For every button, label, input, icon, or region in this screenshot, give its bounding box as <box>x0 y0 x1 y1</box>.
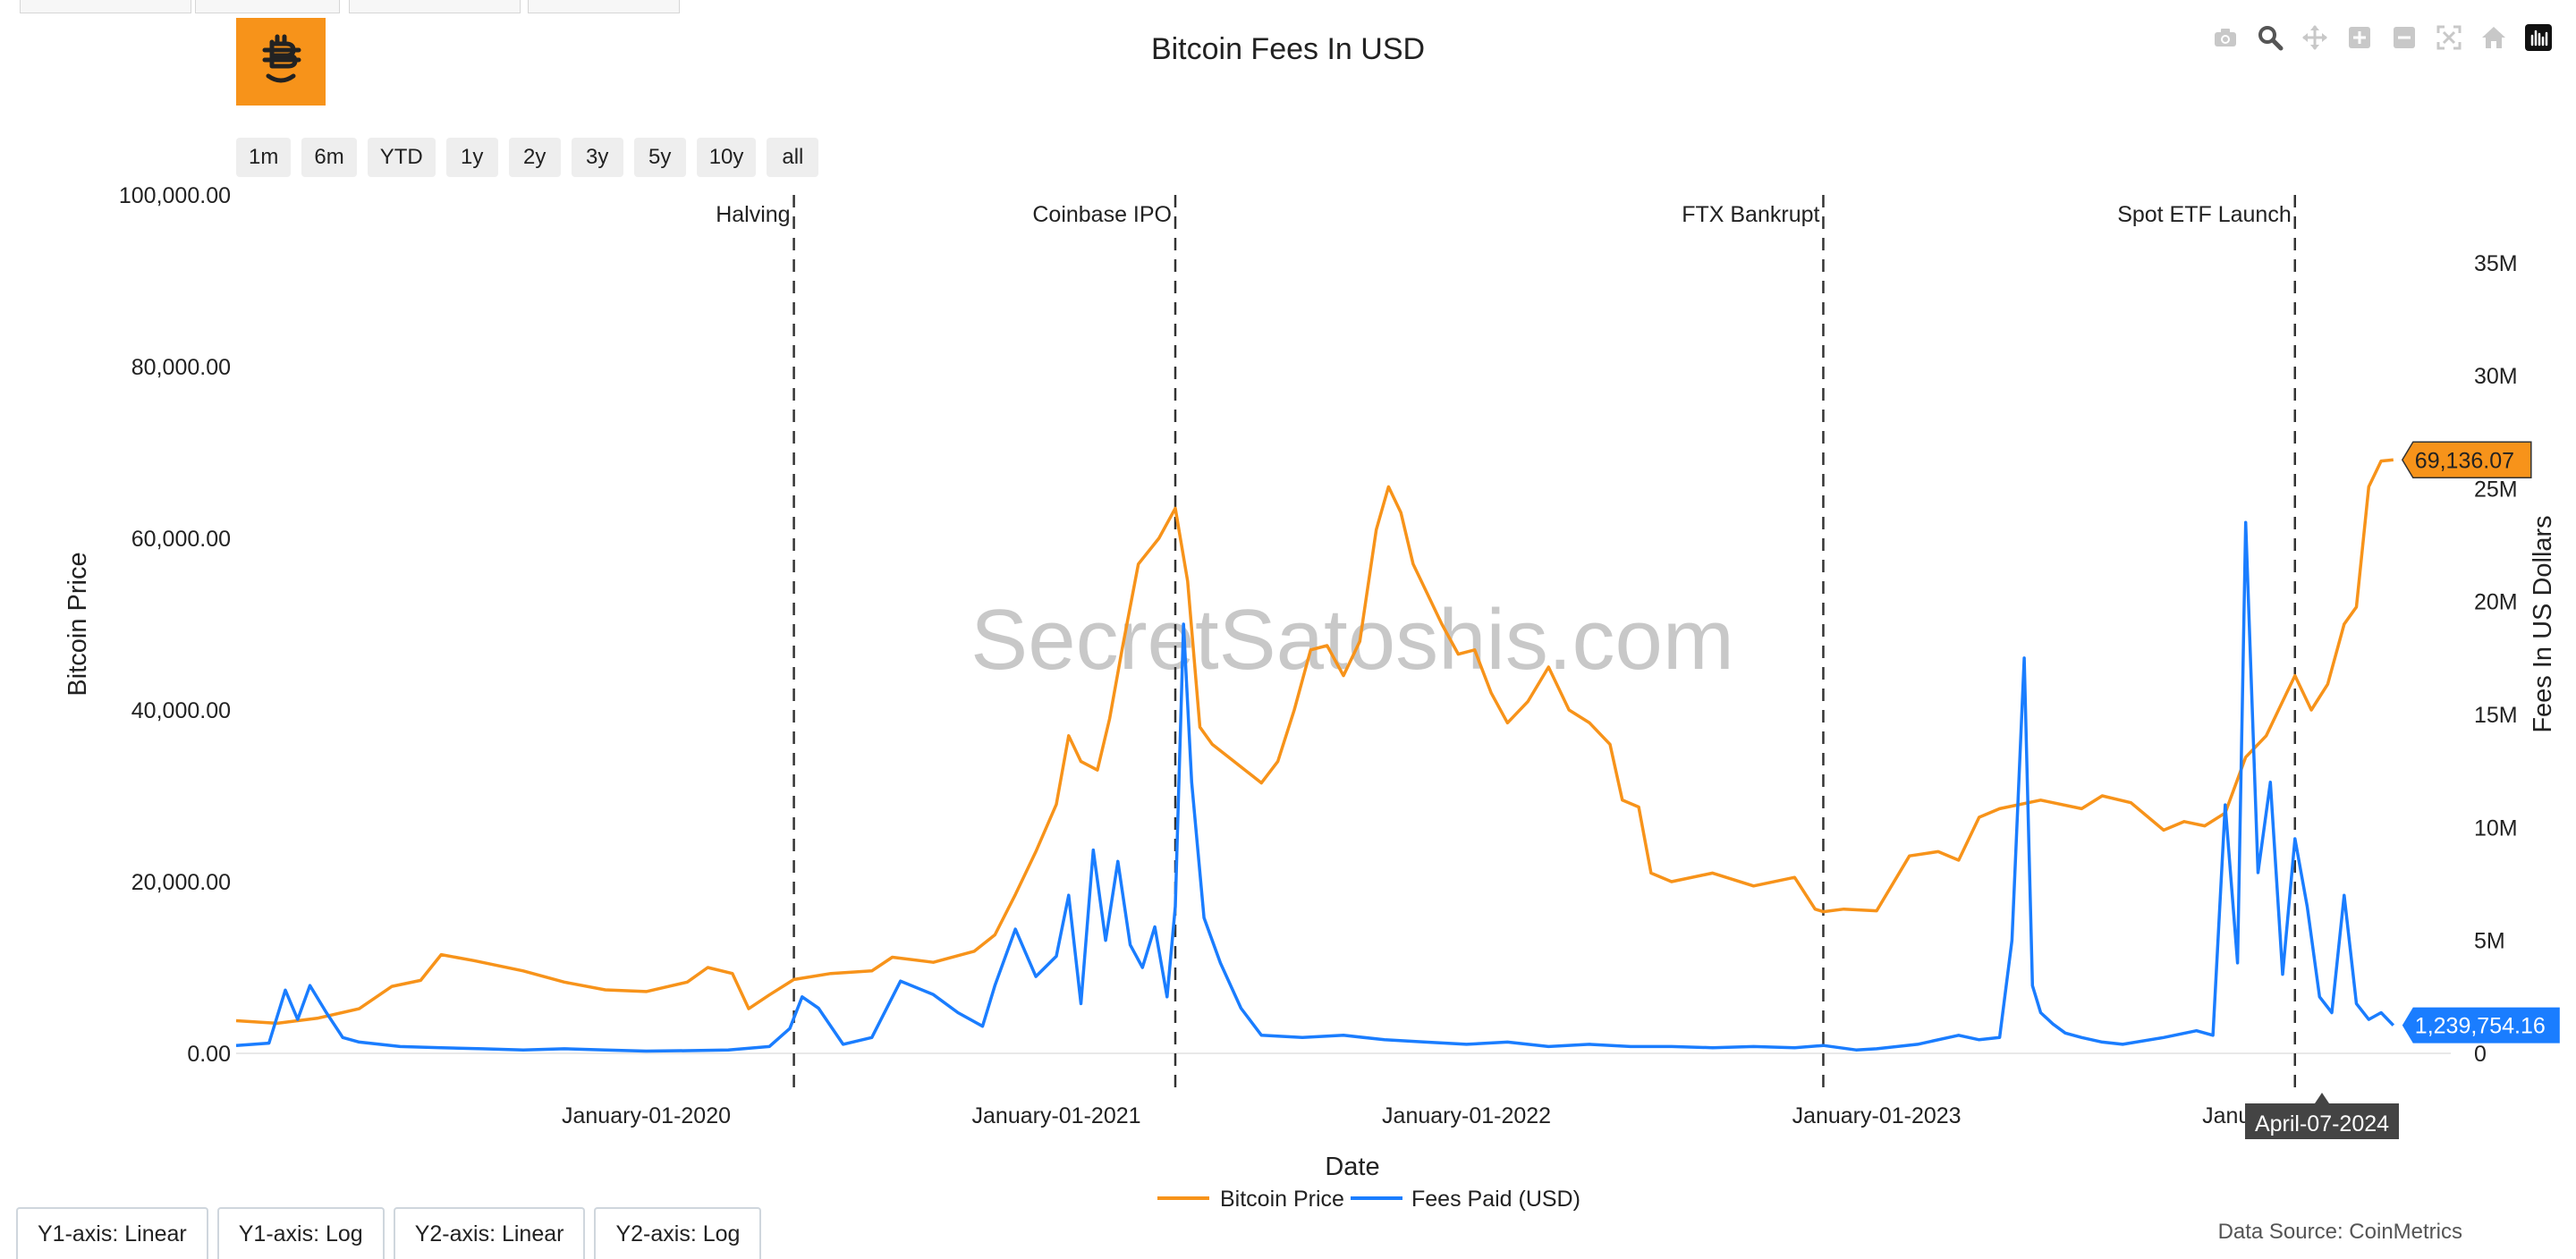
zoom-in-icon[interactable] <box>2343 21 2376 54</box>
axis-scale-buttons: Y1-axis: Linear Y1-axis: Log Y2-axis: Li… <box>16 1207 762 1259</box>
range-button-all[interactable]: all <box>767 138 819 177</box>
x-tick-label: January-01-2021 <box>972 1103 1141 1128</box>
top-tab[interactable] <box>528 0 680 13</box>
camera-icon[interactable] <box>2209 21 2241 54</box>
hover-date-label: April-07-2024 <box>2255 1111 2389 1136</box>
y1-tick-label: 80,000.00 <box>131 355 231 380</box>
y2-tick-label: 35M <box>2474 251 2518 276</box>
legend-label-price: Bitcoin Price <box>1220 1187 1344 1212</box>
y1-log-button[interactable]: Y1-axis: Log <box>216 1207 385 1259</box>
event-label: Halving <box>716 202 790 227</box>
x-tick-label: January-01-2023 <box>1792 1103 1962 1128</box>
y2-tick-label: 10M <box>2474 815 2518 841</box>
y2-tick-label: 25M <box>2474 477 2518 502</box>
x-tick-label: January-01-2022 <box>1382 1103 1551 1128</box>
y2-axis-title: Fees In US Dollars <box>2529 515 2557 732</box>
x-axis-title: Date <box>1325 1153 1379 1181</box>
event-label: Spot ETF Launch <box>2117 202 2292 227</box>
y2-tick-label: 15M <box>2474 703 2518 728</box>
bitcoin-price-line[interactable] <box>235 458 2394 1026</box>
event-label: Coinbase IPO <box>1032 202 1172 227</box>
price-value-badge <box>2401 441 2532 479</box>
y2-tick-label: 0 <box>2474 1042 2487 1067</box>
range-button-10y[interactable]: 10y <box>696 138 757 177</box>
top-tab[interactable] <box>195 0 340 13</box>
range-button-1m[interactable]: 1m <box>236 138 292 177</box>
y2-linear-button[interactable]: Y2-axis: Linear <box>393 1207 586 1259</box>
zoom-icon[interactable] <box>2254 21 2286 54</box>
y2-tick-label: 5M <box>2474 929 2505 954</box>
range-button-2y[interactable]: 2y <box>508 138 561 177</box>
legend-label-fees: Fees Paid (USD) <box>1411 1187 1580 1212</box>
range-button-3y[interactable]: 3y <box>571 138 623 177</box>
event-label: FTX Bankrupt <box>1682 202 1819 227</box>
range-button-ytd[interactable]: YTD <box>367 138 436 177</box>
y2-tick-label: 30M <box>2474 364 2518 389</box>
y1-tick-label: 20,000.00 <box>131 870 231 895</box>
plotly-logo-icon[interactable] <box>2522 21 2555 54</box>
pan-icon[interactable] <box>2299 21 2331 54</box>
chart-toolbar <box>2209 21 2555 54</box>
home-icon[interactable] <box>2478 21 2510 54</box>
top-tab[interactable] <box>20 0 191 13</box>
watermark: SecretSatoshis.com <box>970 592 1734 688</box>
y1-tick-label: 40,000.00 <box>131 698 231 723</box>
y2-log-button[interactable]: Y2-axis: Log <box>594 1207 762 1259</box>
hover-date-badge <box>2245 1093 2399 1139</box>
bitcoin-logo <box>236 18 326 106</box>
x-tick-label: January-01-2020 <box>562 1103 731 1128</box>
y1-tick-label: 60,000.00 <box>131 527 231 552</box>
fees-paid-line[interactable] <box>235 520 2395 1053</box>
autoscale-icon[interactable] <box>2433 21 2465 54</box>
y1-axis-title: Bitcoin Price <box>64 552 92 696</box>
fees-last-value: 1,239,754.16 <box>2415 1014 2546 1039</box>
range-button-1y[interactable]: 1y <box>445 138 498 177</box>
price-last-value: 69,136.07 <box>2415 448 2514 473</box>
range-selector: 1m 6m YTD 1y 2y 3y 5y 10y all <box>236 138 819 177</box>
data-source: Data Source: CoinMetrics <box>2217 1220 2462 1244</box>
y1-linear-button[interactable]: Y1-axis: Linear <box>16 1207 208 1259</box>
top-tab[interactable] <box>349 0 521 13</box>
range-button-5y[interactable]: 5y <box>633 138 686 177</box>
y1-tick-label: 0.00 <box>187 1042 231 1067</box>
zoom-out-icon[interactable] <box>2388 21 2420 54</box>
chart-title: Bitcoin Fees In USD <box>1150 32 1426 66</box>
y2-tick-label: 20M <box>2474 590 2518 615</box>
range-button-6m[interactable]: 6m <box>301 138 357 177</box>
y1-tick-label: 100,000.00 <box>119 183 231 208</box>
fees-value-badge <box>2402 1007 2560 1044</box>
bitcoin-icon <box>262 34 301 83</box>
